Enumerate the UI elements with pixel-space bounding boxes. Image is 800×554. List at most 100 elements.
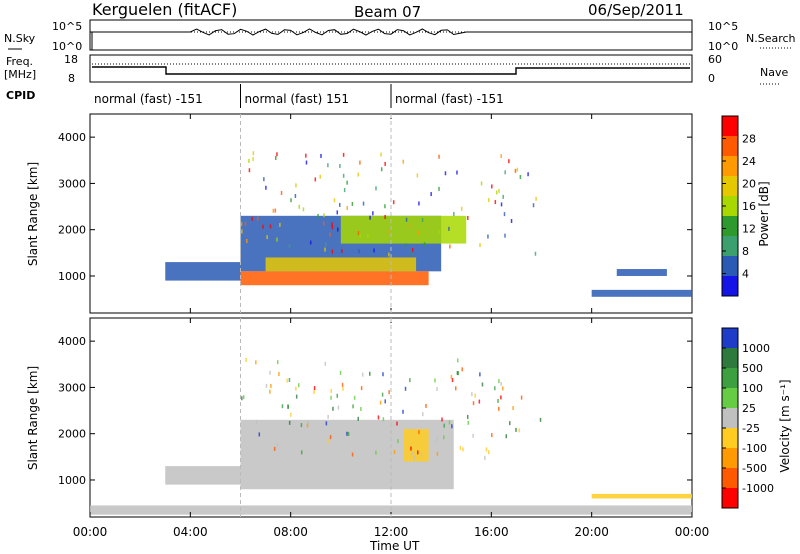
freq-unit-label: [MHz] — [4, 68, 36, 81]
scatter-point — [272, 208, 275, 213]
scatter-point — [287, 405, 289, 410]
scatter-point — [343, 188, 346, 193]
scatter-point — [485, 447, 488, 452]
y-tick-label: 4000 — [58, 131, 86, 144]
scatter-point — [339, 370, 342, 375]
scatter-point — [307, 420, 310, 425]
scatter-point — [320, 153, 322, 158]
scatter-point — [516, 167, 519, 172]
scatter-point — [248, 168, 251, 173]
scatter-point — [393, 449, 396, 454]
colorbar-swatch — [722, 276, 738, 297]
scatter-point — [357, 416, 359, 421]
scatter-point — [460, 206, 463, 211]
scatter-point — [341, 382, 344, 387]
scatter-point — [375, 186, 377, 191]
scatter-point — [351, 201, 354, 206]
power-colorbar: 28 24 20 16 12 8 4 — [721, 115, 756, 297]
scatter-point — [306, 423, 309, 428]
scatter-point — [359, 234, 362, 239]
colorbar-frame — [721, 327, 739, 509]
scatter-point — [498, 406, 500, 411]
scatter-point — [515, 427, 517, 432]
scatter-point — [255, 420, 258, 425]
scatter-point — [288, 244, 291, 249]
power-axes: 1000 2000 3000 4000 — [58, 114, 693, 313]
scatter-point — [454, 386, 457, 391]
nsearch-label: N.Search — [746, 32, 796, 45]
scatter-point — [449, 244, 451, 249]
velocity-axes: 1000 2000 3000 4000 — [58, 318, 693, 517]
nsearch-axis-top: 10^5 — [708, 20, 738, 33]
scatter-point — [451, 378, 454, 383]
cpid-segments: normal (fast) -151 normal (fast) 151 norma… — [94, 84, 504, 108]
colorbar-swatch — [722, 156, 738, 177]
scatter-point — [402, 159, 405, 164]
scatter-point — [410, 446, 412, 451]
scatter-point — [380, 167, 383, 172]
scatter-point — [408, 223, 411, 228]
scatter-point — [373, 248, 375, 253]
colorbar-swatch — [722, 256, 738, 277]
scatter-point — [278, 372, 280, 377]
scatter-point — [500, 154, 502, 159]
scatter-point — [342, 173, 345, 178]
scatter-point — [339, 164, 341, 169]
scatter-point — [322, 221, 325, 226]
colorbar-tick-label: 500 — [742, 362, 763, 375]
scatter-point — [295, 394, 298, 399]
scatter-point — [436, 451, 439, 456]
scatter-point — [379, 400, 382, 405]
nave-label: Nave — [760, 66, 788, 79]
scatter-point — [487, 234, 489, 239]
scatter-point — [416, 450, 419, 455]
scatter-point — [336, 210, 339, 215]
scatter-point — [466, 414, 469, 419]
scatter-point — [534, 251, 537, 256]
scatter-point — [305, 160, 308, 165]
scatter-point — [380, 152, 382, 157]
scatter-point — [409, 378, 411, 383]
cpid-segment-label: normal (fast) -151 — [395, 92, 504, 106]
nave-axis-top: 60 — [708, 53, 722, 66]
scatter-point — [472, 401, 475, 406]
scatter-point — [317, 213, 319, 218]
scatter-point — [441, 417, 443, 422]
scatter-region — [403, 429, 429, 462]
scatter-point — [448, 420, 451, 425]
cpid-segment-label: normal (fast) -151 — [94, 92, 203, 106]
scatter-point — [527, 172, 529, 177]
scatter-point — [472, 433, 474, 438]
scatter-point — [518, 428, 520, 433]
scatter-point — [361, 372, 364, 377]
scatter-point — [353, 395, 356, 400]
scatter-point — [508, 159, 510, 164]
scatter-point — [276, 360, 279, 365]
y-tick-label: 1000 — [58, 474, 86, 487]
nsky-axis-top: 10^5 — [52, 20, 82, 33]
scatter-point — [474, 393, 476, 398]
scatter-point — [402, 409, 404, 414]
scatter-point — [500, 202, 503, 207]
colorbar-tick-label: -1000 — [742, 482, 774, 495]
y-tick-label: 3000 — [58, 381, 86, 394]
scatter-point — [416, 173, 419, 178]
scatter-point — [337, 405, 340, 410]
power-ylabel: Slant Range [km] — [26, 162, 40, 266]
scatter-point — [535, 196, 537, 201]
nsky-axis-bottom: 10^0 — [52, 40, 82, 53]
scatter-point — [332, 406, 334, 411]
scatter-point — [411, 247, 414, 252]
scatter-point — [502, 386, 504, 391]
scatter-point — [436, 437, 438, 442]
scatter-point — [498, 188, 500, 193]
scatter-point — [245, 357, 247, 362]
scatter-point — [421, 218, 424, 223]
scatter-point — [300, 423, 303, 428]
scatter-point — [502, 194, 504, 199]
scatter-region — [591, 493, 692, 499]
scatter-point — [532, 203, 535, 208]
scatter-point — [295, 183, 297, 188]
scatter-point — [479, 372, 481, 377]
